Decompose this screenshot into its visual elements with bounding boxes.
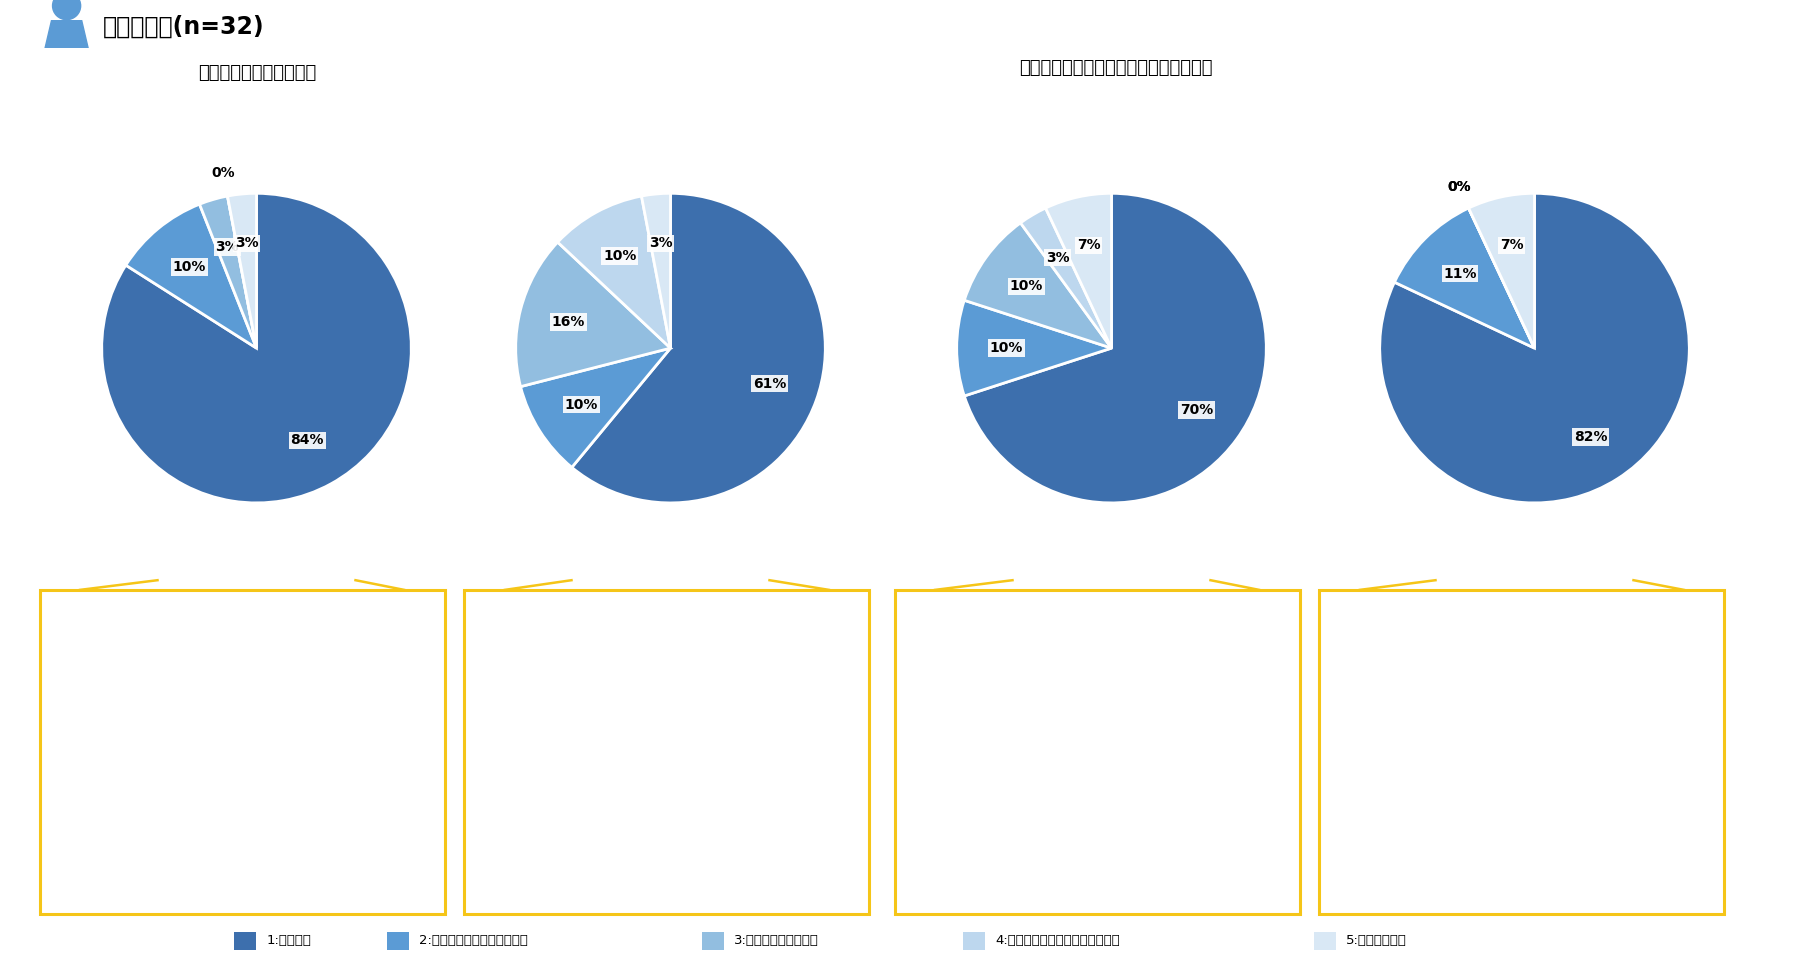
Text: ・皆で同じ気持ちでやれ
　る。ロボットかわいい: ・皆で同じ気持ちでやれ る。ロボットかわいい <box>497 627 598 663</box>
Text: 10%: 10% <box>603 249 637 263</box>
Wedge shape <box>200 196 256 348</box>
Text: 2:どちらかといえば続けたい: 2:どちらかといえば続けたい <box>419 934 527 948</box>
Text: 3%: 3% <box>1046 250 1069 265</box>
Text: 10%: 10% <box>990 341 1022 355</box>
Wedge shape <box>1381 193 1688 503</box>
Wedge shape <box>1469 193 1535 348</box>
Polygon shape <box>45 20 88 48</box>
Text: 入居、デイ(n=32): 入居、デイ(n=32) <box>103 15 265 39</box>
Wedge shape <box>965 222 1112 348</box>
Wedge shape <box>103 193 410 503</box>
Text: 61%: 61% <box>752 377 787 391</box>
Text: 事後: 事後 <box>1409 105 1435 125</box>
Text: ・運動不足だから
・寝たきりにならないよう
　にしたい
・健康でいたいから: ・運動不足だから ・寝たきりにならないよう にしたい ・健康でいたいから <box>72 627 182 708</box>
Wedge shape <box>227 193 256 348</box>
Text: 70%: 70% <box>1181 403 1213 417</box>
Text: 運動を続けたいですか？: 運動を続けたいですか？ <box>198 64 317 81</box>
Wedge shape <box>227 196 256 348</box>
Text: 10%: 10% <box>173 260 205 274</box>
Wedge shape <box>965 193 1265 503</box>
Text: 3:どちらともいえない: 3:どちらともいえない <box>734 934 819 948</box>
Text: 3%: 3% <box>216 240 239 254</box>
Wedge shape <box>641 193 671 348</box>
Text: 中間: 中間 <box>986 105 1012 125</box>
Text: ロボットがいる運動を続けたいですか？: ロボットがいる運動を続けたいですか？ <box>1019 59 1213 76</box>
Text: 3%: 3% <box>648 236 673 250</box>
Wedge shape <box>558 196 670 348</box>
Wedge shape <box>1469 208 1534 348</box>
Text: 10%: 10% <box>565 397 598 412</box>
Text: 84%: 84% <box>290 433 324 448</box>
Text: 16%: 16% <box>553 315 585 329</box>
Text: 直後: 直後 <box>545 105 571 125</box>
Wedge shape <box>1469 208 1534 348</box>
Text: 0%: 0% <box>1447 180 1471 194</box>
Text: ・人と違ってロボットは
　体操のバリエーション
　がある
・面白いから、人間より
　ロボットの方がおもし
　ろい: ・人と違ってロボットは 体操のバリエーション がある ・面白いから、人間より ロ… <box>1352 627 1453 752</box>
Text: 3%: 3% <box>234 236 259 250</box>
Text: 7%: 7% <box>1076 239 1100 252</box>
Wedge shape <box>517 242 670 387</box>
Wedge shape <box>572 193 824 503</box>
Text: 5:続けたくない: 5:続けたくない <box>1346 934 1408 948</box>
Text: 11%: 11% <box>1444 267 1476 280</box>
Text: 事前: 事前 <box>131 105 157 125</box>
Text: 10%: 10% <box>1010 279 1042 293</box>
Text: 0%: 0% <box>1447 180 1471 194</box>
Text: 82%: 82% <box>1575 430 1607 444</box>
Circle shape <box>52 0 81 19</box>
Wedge shape <box>1021 208 1112 348</box>
Wedge shape <box>126 204 256 348</box>
Text: 1:続けたい: 1:続けたい <box>266 934 311 948</box>
Wedge shape <box>1395 208 1534 348</box>
Text: ・テレビの見てやるより
　いいなって思った
・ロボットがいると張り
　合いがある: ・テレビの見てやるより いいなって思った ・ロボットがいると張り 合いがある <box>927 627 1028 708</box>
Text: 7%: 7% <box>1499 239 1523 252</box>
Wedge shape <box>958 301 1112 396</box>
Text: 0%: 0% <box>211 166 236 180</box>
Wedge shape <box>1046 193 1112 348</box>
Wedge shape <box>520 348 670 467</box>
Text: 4:どちらかといえば続けたくない: 4:どちらかといえば続けたくない <box>995 934 1120 948</box>
